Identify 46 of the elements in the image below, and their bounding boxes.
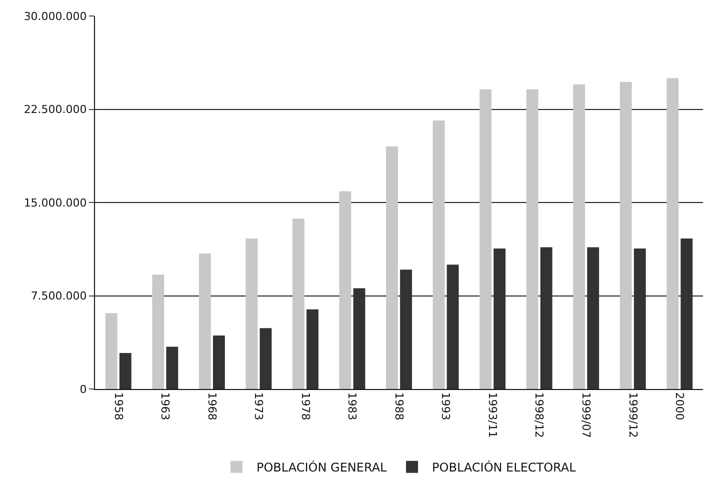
y-tick-label: 30.000.000 bbox=[24, 10, 87, 23]
legend-label: POBLACIÓN ELECTORAL bbox=[432, 460, 576, 475]
bar bbox=[119, 352, 132, 389]
legend-label: POBLACIÓN GENERAL bbox=[256, 460, 388, 475]
bar bbox=[432, 120, 445, 389]
bar bbox=[573, 84, 586, 389]
bar bbox=[198, 253, 211, 389]
y-tick-label: 0 bbox=[80, 382, 87, 396]
bar bbox=[446, 264, 459, 389]
bar bbox=[306, 309, 318, 389]
y-tick-label: 7.500.000 bbox=[30, 290, 87, 303]
bar bbox=[494, 248, 506, 389]
x-tick-label: 1978 bbox=[298, 392, 312, 420]
bar bbox=[526, 89, 538, 389]
x-tick-label: 1968 bbox=[205, 392, 218, 420]
x-tick-label: 2000 bbox=[673, 392, 686, 420]
bar bbox=[634, 248, 646, 389]
bar bbox=[540, 247, 552, 389]
bar bbox=[339, 191, 352, 389]
y-tick-label: 15.000.000 bbox=[24, 196, 87, 210]
y-tick-label: 22.500.000 bbox=[24, 103, 87, 116]
x-tick-label: 1993/11 bbox=[486, 392, 499, 438]
bar bbox=[666, 78, 679, 389]
bar bbox=[212, 336, 225, 389]
x-tick-label: 1999/12 bbox=[626, 392, 640, 438]
x-tick-label: 1999/07 bbox=[580, 392, 593, 438]
x-tick-label: 1993 bbox=[439, 392, 452, 420]
bar bbox=[680, 238, 693, 389]
bar bbox=[587, 247, 600, 389]
bar bbox=[353, 288, 366, 389]
x-tick-label: 1963 bbox=[158, 392, 172, 420]
x-tick-label: 1983 bbox=[346, 392, 359, 420]
bar bbox=[386, 146, 398, 389]
bar bbox=[620, 82, 632, 389]
bar bbox=[166, 346, 178, 389]
bar bbox=[292, 218, 304, 389]
bar bbox=[260, 328, 272, 389]
bar bbox=[105, 313, 118, 389]
bar bbox=[480, 89, 492, 389]
x-tick-label: 1998/12 bbox=[532, 392, 546, 438]
bar bbox=[152, 274, 164, 389]
x-tick-label: 1988 bbox=[392, 392, 406, 420]
x-tick-label: 1973 bbox=[252, 392, 266, 420]
bar bbox=[400, 270, 412, 389]
x-tick-label: 1958 bbox=[112, 392, 125, 420]
bar bbox=[246, 238, 258, 389]
